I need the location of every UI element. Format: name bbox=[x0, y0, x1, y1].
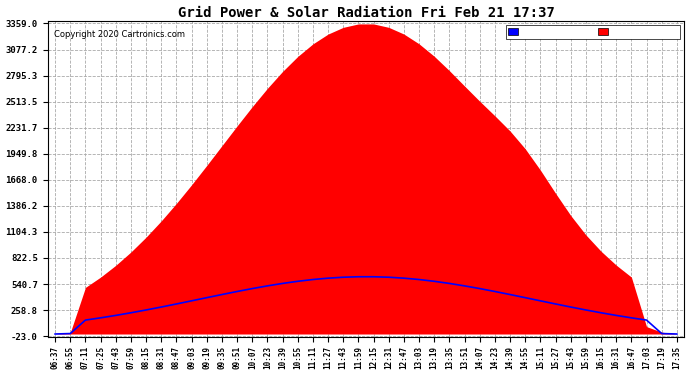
Title: Grid Power & Solar Radiation Fri Feb 21 17:37: Grid Power & Solar Radiation Fri Feb 21 … bbox=[177, 6, 555, 20]
Text: Copyright 2020 Cartronics.com: Copyright 2020 Cartronics.com bbox=[54, 30, 185, 39]
Legend: Radiation  (w/m2), Grid  (AC Watts): Radiation (w/m2), Grid (AC Watts) bbox=[506, 25, 680, 39]
